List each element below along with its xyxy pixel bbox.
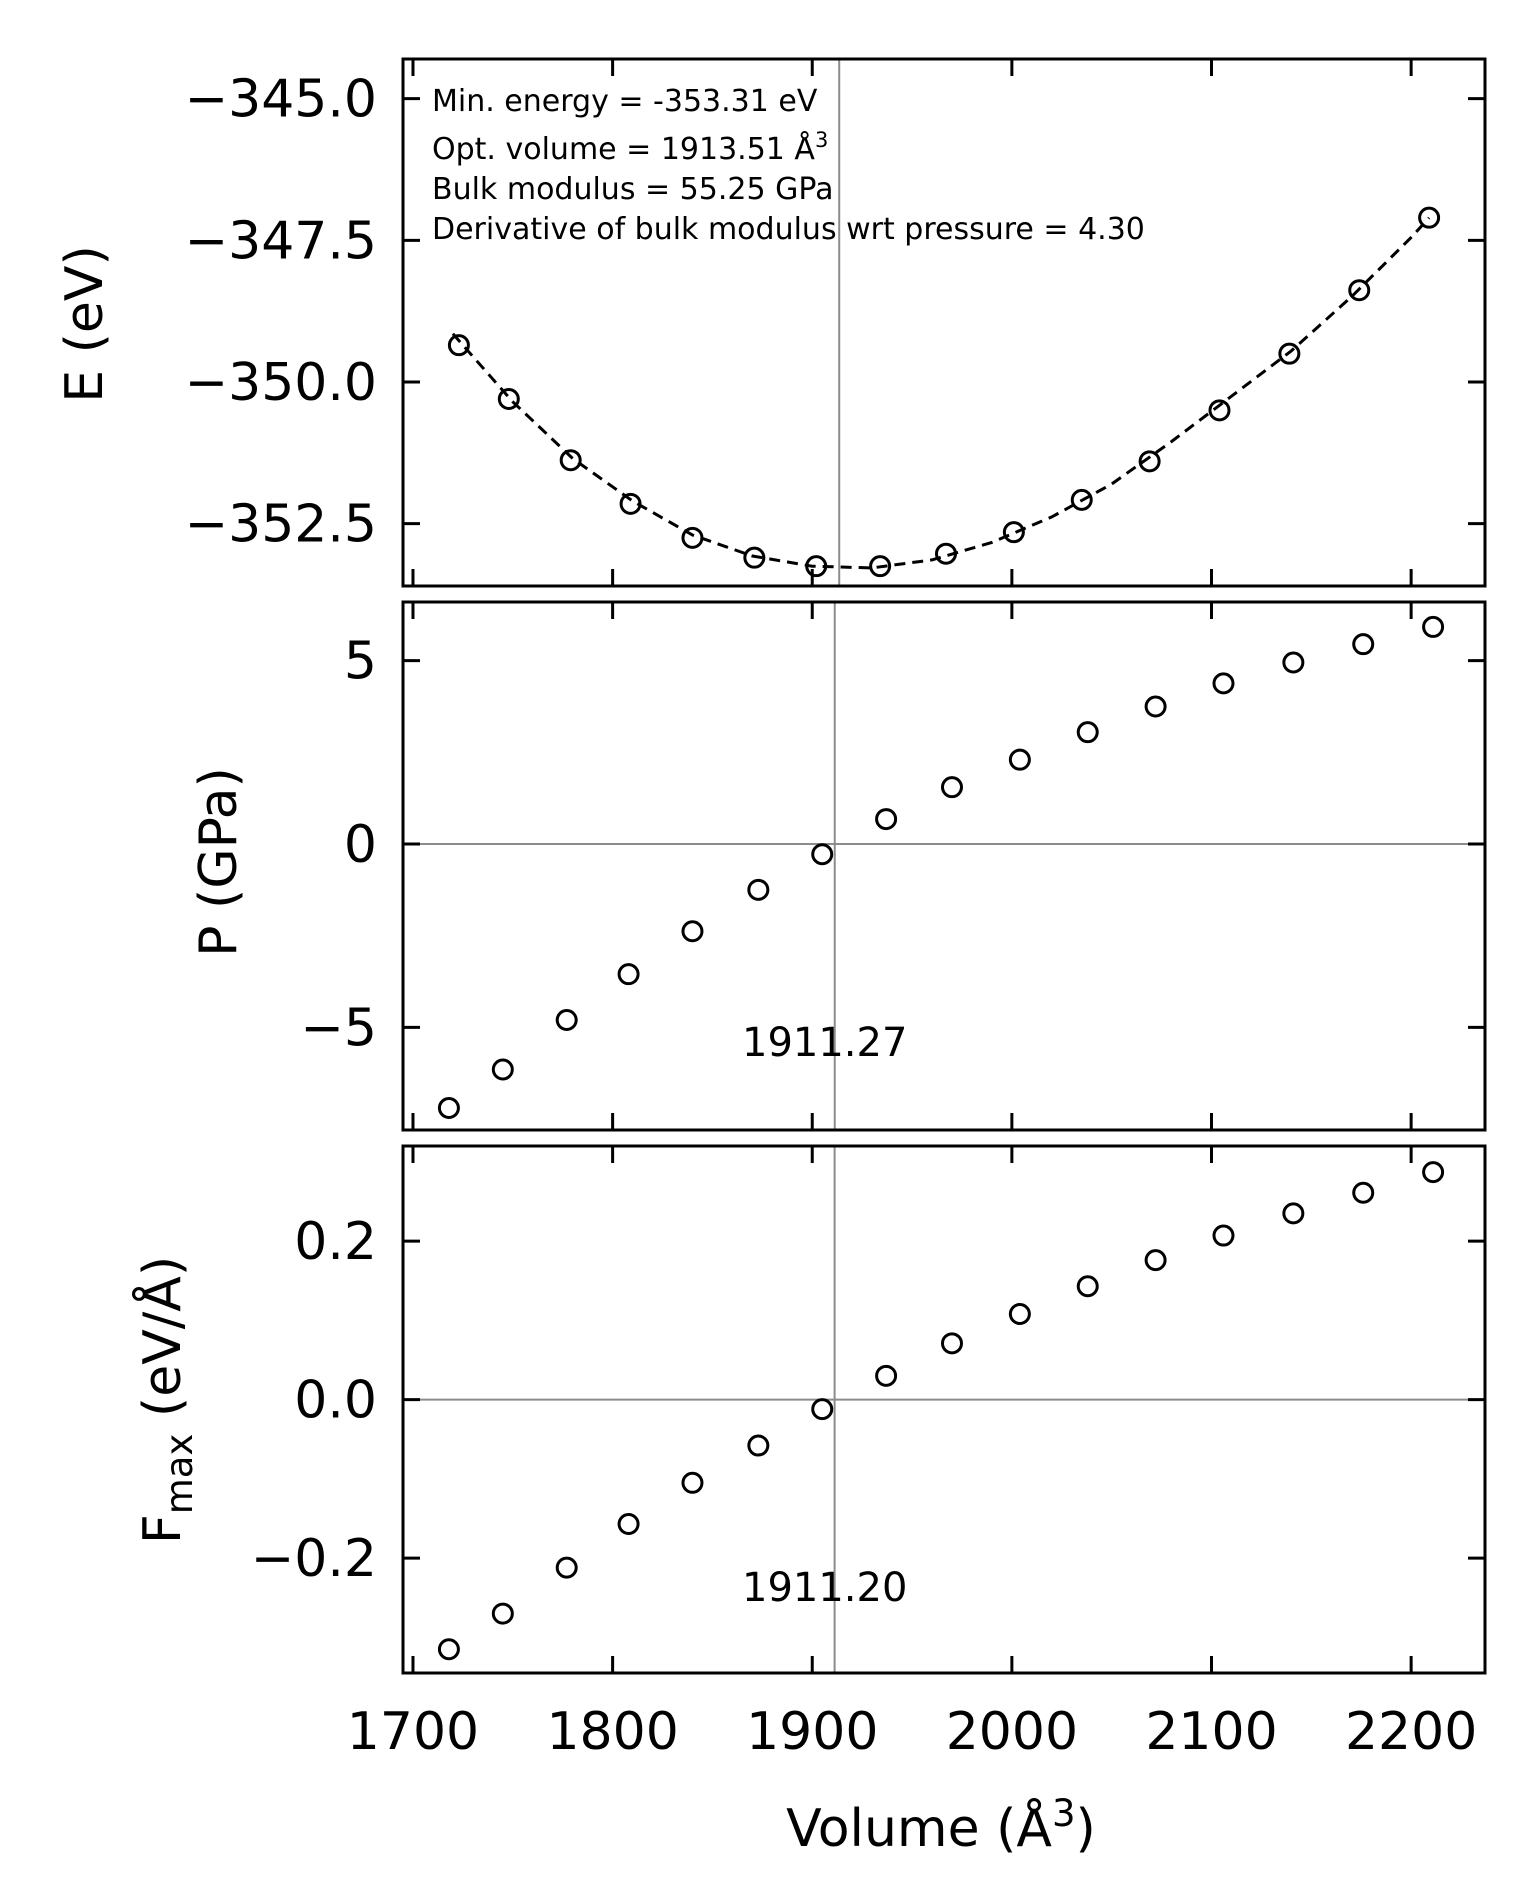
energy-data-point [743,546,766,569]
energy-y-tick-label: −352.5 [185,495,377,555]
annotation-min-energy: Min. energy = -353.31 eV [432,84,818,119]
pressure-data-point [617,963,640,986]
x-tick-label: 1800 [546,1702,678,1762]
force-y-axis-label-subscript: max [158,1434,201,1515]
energy-data-point [559,449,582,472]
pressure-data-point [1422,615,1445,638]
force-data-point [491,1602,514,1625]
energy-data-point [619,492,642,515]
energy-data-point [1348,279,1371,302]
energy-data-point [497,388,520,410]
annotation-opt-volume-superscript: 3 [815,128,828,152]
force-data-point [555,1556,578,1579]
annotation-opt-volume-text: Opt. volume = 1913.51 Å [432,131,815,167]
x-tick-label: 2100 [1145,1702,1277,1762]
energy-data-point [1002,521,1025,544]
x-axis-label-superscript: 3 [1052,1792,1076,1835]
pressure-data-point [1144,695,1167,718]
annotation-bulk-modulus-derivative: Derivative of bulk modulus wrt pressure … [432,212,1145,247]
energy-data-point [1138,450,1161,473]
annotation-opt-volume: Opt. volume = 1913.51 Å3 [432,128,828,167]
force-data-point [437,1638,460,1661]
force-data-point [681,1471,704,1494]
energy-data-point [681,526,704,549]
x-tick-label: 1700 [347,1702,479,1762]
force-data-point [940,1332,963,1355]
force-panel: 0.2 0.0 −0.2 [251,1144,1487,1675]
force-data-point [875,1364,898,1387]
pressure-data-point [811,843,834,866]
force-data-point [1008,1303,1031,1326]
pressure-y-tick-label: 0 [344,815,377,875]
pressure-data-point [940,776,963,799]
pressure-data-point [681,920,704,943]
force-data-point [617,1513,640,1536]
energy-y-tick-label: −345.0 [185,70,377,130]
energy-data-point [1070,488,1093,511]
energy-data-point [1418,206,1441,229]
force-data-point [747,1434,770,1457]
pressure-data-point [1076,721,1099,744]
force-data-point [1282,1202,1305,1225]
pressure-data-point [1212,672,1235,695]
pressure-y-tick-label: 5 [344,632,377,692]
energy-panel: −345.0 −347.5 −350.0 −352.5 [185,57,1487,588]
x-tick-label: 1900 [746,1702,878,1762]
force-y-tick-label: 0.2 [294,1212,377,1272]
force-y-tick-label: −0.2 [251,1529,377,1589]
pressure-data-point [437,1097,460,1119]
force-data-point [1212,1224,1235,1247]
x-tick-label: 2000 [946,1702,1078,1762]
pressure-y-axis-label: P (GPa) [189,767,249,957]
energy-data-point [447,334,470,357]
x-tick-labels: 1700 1800 1900 2000 2100 2200 [347,1702,1477,1762]
pressure-axes-frame [401,600,1487,1132]
pressure-y-tick-label: −5 [300,998,377,1058]
pressure-vline-label: 1911.27 [742,1020,907,1066]
pressure-data-point [1008,748,1031,771]
energy-data-point [869,555,892,578]
pressure-data-point [491,1058,514,1081]
force-vline-label: 1911.20 [742,1565,907,1611]
force-y-axis-label-unit: (eV/Å) [131,1256,193,1434]
force-data-point [1144,1249,1167,1272]
energy-axes-frame [401,57,1487,588]
force-y-axis-label: Fmax (eV/Å) [131,1256,201,1544]
force-axes-frame [401,1144,1487,1675]
energy-data-point [1208,399,1231,422]
annotation-bulk-modulus: Bulk modulus = 55.25 GPa [432,172,833,207]
force-y-axis-label-main: F [133,1514,193,1544]
x-axis-label-text: Volume (Å [786,1797,1052,1859]
pressure-data-point [1352,633,1375,656]
energy-data-point [934,542,957,565]
x-axis-label: Volume (Å3) [786,1792,1096,1859]
pressure-data-point [875,808,898,831]
pressure-data-point [1282,651,1305,674]
pressure-data-point [555,1009,578,1031]
energy-y-tick-label: −350.0 [185,353,377,413]
energy-y-axis-label: E (eV) [55,245,115,403]
force-y-tick-label: 0.0 [294,1371,377,1431]
energy-data-point [805,555,828,578]
force-data-point [1076,1275,1099,1298]
pressure-data-point [747,878,770,901]
x-tick-label: 2200 [1345,1702,1477,1762]
force-data-point [811,1398,834,1421]
pressure-panel: 5 0 −5 [300,600,1487,1132]
energy-y-tick-label: −347.5 [185,211,377,271]
energy-data-point [1278,342,1301,365]
energy-fit-curve [451,216,1431,570]
x-axis-label-close: ) [1076,1799,1096,1859]
force-data-point [1422,1161,1445,1184]
force-data-point [1352,1181,1375,1204]
